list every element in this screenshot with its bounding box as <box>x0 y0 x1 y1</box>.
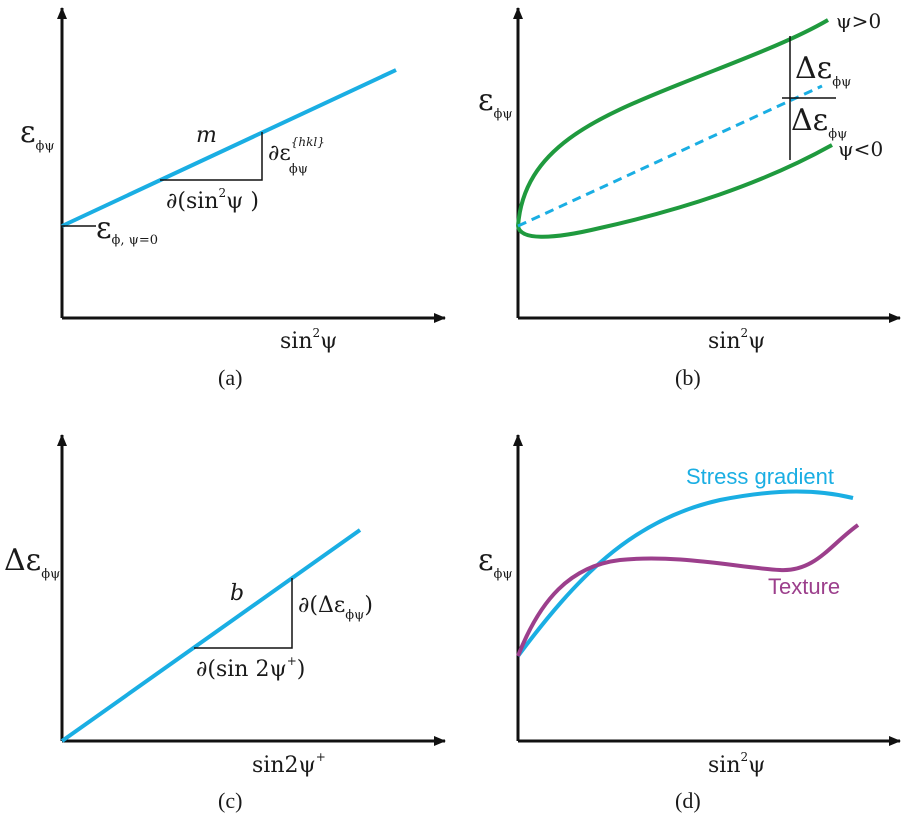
panel-b-caption: (b) <box>675 365 701 390</box>
panel-c-rise-label: ∂(Δεϕψ) <box>298 593 373 623</box>
panel-b-delta-upper-label: Δεϕψ <box>795 51 851 90</box>
panel-a-x-label: sin2ψ <box>280 326 337 354</box>
panel-b-lower-curve <box>516 143 833 239</box>
panel-d-caption: (d) <box>675 788 701 813</box>
panel-d-texture-curve <box>516 523 860 657</box>
panel-d: εϕψ Stress gradient Texture sin2ψ (d) <box>478 434 901 813</box>
panel-c-x-label: sin2ψ+ <box>252 750 326 778</box>
panel-b-lower-label: ψ<0 <box>838 137 883 161</box>
panel-a-rise-label: ∂ε{hkl} ϕψ <box>268 135 325 177</box>
panel-a-run-label: ∂(sin2ψ ) <box>166 186 259 214</box>
panel-d-x-label: sin2ψ <box>708 750 765 778</box>
panel-c: Δεϕψ b ∂(Δεϕψ) ∂(sin 2ψ+) sin2ψ+ (c) <box>4 434 446 813</box>
panel-a-linear-line <box>61 68 397 228</box>
panel-c-run-label: ∂(sin 2ψ+) <box>196 654 305 682</box>
panel-c-linear-line <box>60 528 362 743</box>
panel-b-x-label: sin2ψ <box>708 326 765 354</box>
panel-b-mean-dashed-line <box>517 84 823 228</box>
panel-d-texture-label: Texture <box>768 574 840 599</box>
panel-b-upper-label: ψ>0 <box>836 9 881 33</box>
panel-c-slope-label: b <box>230 581 244 606</box>
panel-d-stress-gradient-label: Stress gradient <box>686 464 834 489</box>
panel-a-caption: (a) <box>218 365 242 390</box>
panel-a: εϕψ m ∂ε{hkl} ϕψ ∂(sin2ψ ) εϕ, ψ=0 sin2ψ … <box>20 7 446 390</box>
panel-c-y-label: Δεϕψ <box>4 543 60 582</box>
panel-a-slope-label: m <box>196 123 217 148</box>
panel-b: εϕψ ψ>0 ψ<0 Δεϕψ Δεϕψ sin2ψ (b) <box>478 7 901 390</box>
panel-c-slope-triangle <box>194 578 293 649</box>
panel-b-upper-curve <box>516 18 830 227</box>
panel-a-slope-triangle <box>160 132 263 181</box>
panel-d-y-label: εϕψ <box>478 543 513 582</box>
panel-b-y-label: εϕψ <box>478 83 513 122</box>
panel-d-stress-gradient-curve <box>516 489 854 658</box>
panel-b-delta-lower-label: Δεϕψ <box>791 103 847 142</box>
panel-c-caption: (c) <box>218 788 242 813</box>
panel-a-y-label: εϕψ <box>20 115 55 154</box>
panel-a-intercept-label: εϕ, ψ=0 <box>96 211 158 248</box>
